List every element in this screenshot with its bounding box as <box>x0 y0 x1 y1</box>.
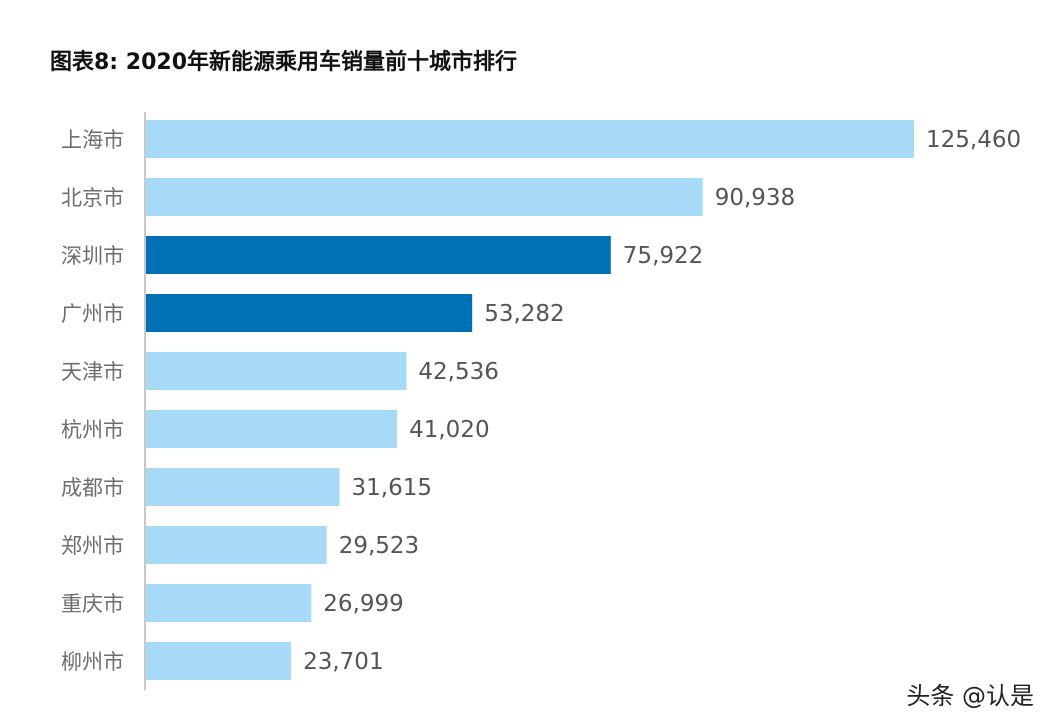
bar-3 <box>146 294 473 332</box>
bar-4 <box>146 352 407 390</box>
bar-7 <box>146 526 327 564</box>
value-label-0: 125,460 <box>926 127 1021 153</box>
chart-title: 图表8: 2020年新能源乘用车销量前十城市排行 <box>50 50 517 75</box>
category-label-2: 深圳市 <box>61 244 124 268</box>
value-label-2: 75,922 <box>623 243 703 269</box>
value-label-5: 41,020 <box>409 417 489 443</box>
category-label-1: 北京市 <box>61 186 124 210</box>
bars-layer: 上海市 125,460 北京市 90,938 深圳市 75,922 广州市 53,282 天津市… <box>61 120 1021 680</box>
category-label-8: 重庆市 <box>61 592 124 616</box>
watermark-text: 头条 @认是 <box>906 682 1034 710</box>
category-label-0: 上海市 <box>61 128 124 152</box>
value-label-8: 26,999 <box>323 591 403 617</box>
bar-1 <box>146 178 703 216</box>
value-label-3: 53,282 <box>484 301 564 327</box>
bar-5 <box>146 410 398 448</box>
category-label-4: 天津市 <box>61 360 124 384</box>
value-label-6: 31,615 <box>352 475 432 501</box>
bar-2 <box>146 236 611 274</box>
bar-8 <box>146 584 312 622</box>
value-label-4: 42,536 <box>418 359 498 385</box>
bar-6 <box>146 468 340 506</box>
category-label-6: 成都市 <box>61 476 124 500</box>
value-label-9: 23,701 <box>303 649 383 675</box>
category-label-7: 郑州市 <box>61 534 124 558</box>
category-label-3: 广州市 <box>61 302 124 326</box>
bar-9 <box>146 642 292 680</box>
category-label-5: 杭州市 <box>61 418 124 442</box>
category-label-9: 柳州市 <box>61 650 124 674</box>
bar-0 <box>146 120 914 158</box>
value-label-7: 29,523 <box>339 533 419 559</box>
value-label-1: 90,938 <box>715 185 795 211</box>
